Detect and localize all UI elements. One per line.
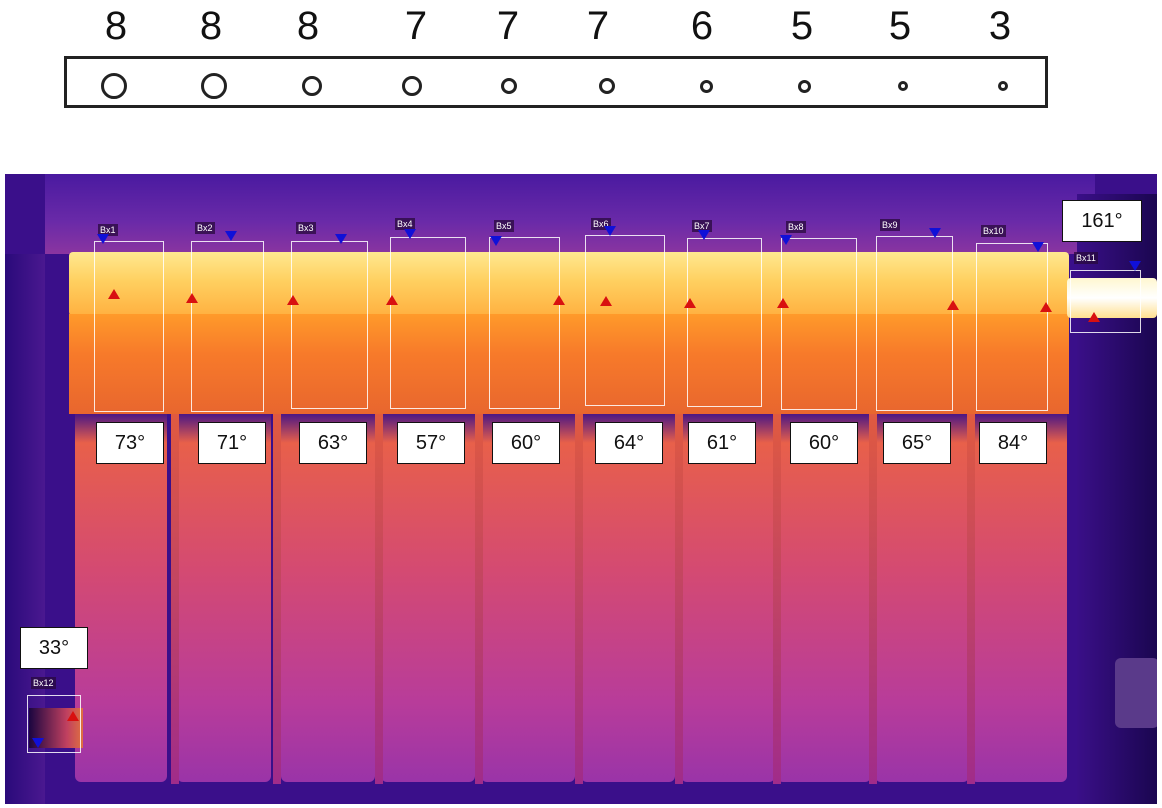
- box-label: Bx11: [1074, 252, 1098, 264]
- min-marker-icon: [32, 738, 44, 748]
- fin-gap: [171, 414, 179, 784]
- hole-number: 6: [690, 4, 714, 48]
- hot-band: [69, 252, 1069, 316]
- box-label: Bx12: [31, 677, 56, 689]
- measure-box-4[interactable]: [390, 237, 466, 409]
- max-marker-icon: [553, 295, 565, 305]
- fin-gap: [967, 414, 975, 784]
- box-label: Bx4: [395, 218, 415, 230]
- temp-label-outlet: 33°: [20, 627, 88, 669]
- box-label: Bx9: [880, 219, 900, 231]
- min-marker-icon: [97, 234, 109, 244]
- hole-circle: [501, 78, 517, 94]
- box-label: Bx2: [195, 222, 215, 234]
- temp-label: 64°: [595, 422, 663, 464]
- min-marker-icon: [490, 236, 502, 246]
- max-marker-icon: [67, 711, 79, 721]
- min-marker-icon: [780, 235, 792, 245]
- max-marker-icon: [386, 295, 398, 305]
- wall-socket: [1115, 658, 1157, 728]
- hole-circle: [898, 81, 908, 91]
- max-marker-icon: [947, 300, 959, 310]
- fin-gap: [375, 414, 383, 784]
- min-marker-icon: [404, 229, 416, 239]
- temp-label: 65°: [883, 422, 951, 464]
- hole-circle: [402, 76, 422, 96]
- hole-circle: [798, 80, 811, 93]
- radiator-frame-top: [45, 174, 1095, 254]
- measure-box-inlet[interactable]: [1070, 270, 1141, 333]
- min-marker-icon: [698, 230, 710, 240]
- temp-label: 57°: [397, 422, 465, 464]
- inlet-pipe: [1067, 278, 1157, 318]
- hole-circle: [201, 73, 227, 99]
- measure-box-2[interactable]: [191, 241, 264, 412]
- max-marker-icon: [684, 298, 696, 308]
- min-marker-icon: [1129, 261, 1141, 271]
- box-label: Bx1: [98, 224, 118, 236]
- hole-circle: [599, 78, 615, 94]
- temp-label: 71°: [198, 422, 266, 464]
- measure-box-6[interactable]: [585, 235, 665, 406]
- hole-circle: [700, 80, 713, 93]
- box-label: Bx7: [692, 220, 712, 232]
- box-label: Bx8: [786, 221, 806, 233]
- measure-box-7[interactable]: [687, 238, 762, 407]
- hole-number: 7: [586, 4, 610, 48]
- min-marker-icon: [604, 226, 616, 236]
- max-marker-icon: [108, 289, 120, 299]
- hole-number: 7: [404, 4, 428, 48]
- hole-circle: [998, 81, 1008, 91]
- hole-strip: [64, 56, 1048, 108]
- hole-number: 5: [790, 4, 814, 48]
- hole-circle: [302, 76, 322, 96]
- max-marker-icon: [1088, 312, 1100, 322]
- max-marker-icon: [1040, 302, 1052, 312]
- max-marker-icon: [287, 295, 299, 305]
- hole-number: 7: [496, 4, 520, 48]
- fin-gap: [475, 414, 483, 784]
- measure-box-8[interactable]: [781, 238, 857, 410]
- fin-gap: [273, 414, 281, 784]
- min-marker-icon: [1032, 242, 1044, 252]
- temp-label: 84°: [979, 422, 1047, 464]
- hole-number: 8: [104, 4, 128, 48]
- hole-circle: [101, 73, 127, 99]
- max-marker-icon: [186, 293, 198, 303]
- fin-gap: [773, 414, 781, 784]
- temp-label: 73°: [96, 422, 164, 464]
- box-label: Bx3: [296, 222, 316, 234]
- measure-box-3[interactable]: [291, 241, 368, 409]
- measure-box-10[interactable]: [976, 243, 1048, 411]
- warm-band: [69, 314, 1069, 414]
- temp-label: 63°: [299, 422, 367, 464]
- min-marker-icon: [929, 228, 941, 238]
- min-marker-icon: [225, 231, 237, 241]
- temp-label: 61°: [688, 422, 756, 464]
- fin-gap: [575, 414, 583, 784]
- box-label: Bx5: [494, 220, 514, 232]
- measure-box-1[interactable]: [94, 241, 164, 412]
- max-marker-icon: [600, 296, 612, 306]
- max-marker-icon: [777, 298, 789, 308]
- hole-number: 8: [199, 4, 223, 48]
- temp-label-inlet: 161°: [1062, 200, 1142, 242]
- min-marker-icon: [335, 234, 347, 244]
- box-label: Bx10: [981, 225, 1006, 237]
- hole-number: 5: [888, 4, 912, 48]
- measure-box-outlet[interactable]: [27, 695, 81, 753]
- fin-gap: [869, 414, 877, 784]
- thermal-image: Bx1 Bx2 Bx3 Bx4 Bx5 Bx6 Bx7 Bx8 Bx9 Bx10…: [5, 174, 1157, 804]
- hole-number: 8: [296, 4, 320, 48]
- temp-label: 60°: [492, 422, 560, 464]
- measure-box-9[interactable]: [876, 236, 953, 411]
- temp-label: 60°: [790, 422, 858, 464]
- measure-box-5[interactable]: [489, 237, 560, 409]
- hole-number: 3: [988, 4, 1012, 48]
- fin-gap: [675, 414, 683, 784]
